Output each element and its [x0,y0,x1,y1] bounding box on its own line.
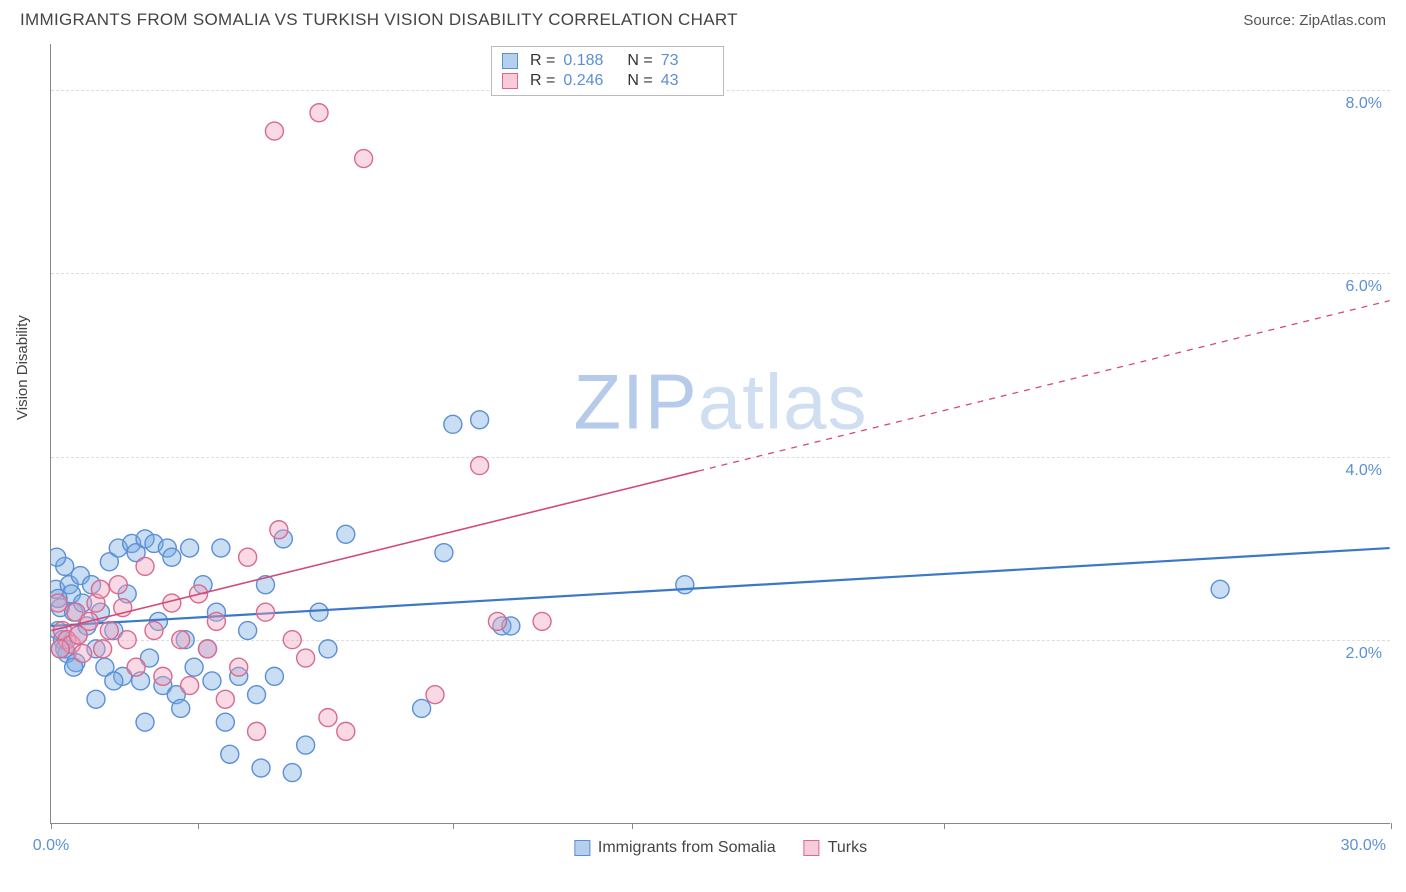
data-point [74,644,92,662]
stats-row-turks: R = 0.246 N = 43 [502,71,713,91]
data-point [230,658,248,676]
n-value: 43 [661,72,713,90]
data-point [91,580,109,598]
swatch-blue-icon [574,840,590,856]
x-tick-label: 30.0% [1341,837,1386,855]
data-point [297,649,315,667]
data-point [172,631,190,649]
data-point [136,557,154,575]
chart-source: Source: ZipAtlas.com [1243,12,1386,29]
data-point [181,677,199,695]
data-point [118,631,136,649]
data-point [337,722,355,740]
source-name: ZipAtlas.com [1299,12,1386,29]
data-point [310,104,328,122]
data-point [471,457,489,475]
r-label: R = [530,72,555,90]
data-point [426,686,444,704]
scatter-svg [51,44,1390,823]
data-point [319,640,337,658]
data-point [216,690,234,708]
data-point [105,672,123,690]
data-point [444,415,462,433]
data-point [172,699,190,717]
chart-plot-area: ZIPatlas R = 0.188 N = 73 R = 0.246 N = … [50,44,1390,824]
data-point [283,764,301,782]
data-point [270,521,288,539]
data-point [1211,580,1229,598]
data-point [256,603,274,621]
data-point [488,612,506,630]
chart-header: IMMIGRANTS FROM SOMALIA VS TURKISH VISIO… [0,0,1406,35]
data-point [69,626,87,644]
data-point [435,544,453,562]
x-tick-label: 0.0% [33,837,69,855]
data-point [100,622,118,640]
data-point [212,539,230,557]
data-point [87,690,105,708]
swatch-pink-icon [804,840,820,856]
n-label: N = [627,52,652,70]
r-value: 0.246 [563,72,615,90]
data-point [94,640,112,658]
data-point [163,548,181,566]
y-axis-label: Vision Disability [14,315,31,420]
data-point [181,539,199,557]
data-point [145,622,163,640]
data-point [239,622,257,640]
x-tick [198,823,199,829]
data-point [337,525,355,543]
legend-label: Immigrants from Somalia [598,839,776,857]
data-point [136,713,154,731]
data-point [297,736,315,754]
data-point [203,672,221,690]
data-point [185,658,203,676]
data-point [310,603,328,621]
data-point [533,612,551,630]
data-point [127,658,145,676]
bottom-legend: Immigrants from Somalia Turks [574,839,867,857]
n-value: 73 [661,52,713,70]
data-point [248,722,266,740]
source-prefix: Source: [1243,12,1299,29]
data-point [676,576,694,594]
data-point [248,686,266,704]
x-tick [453,823,454,829]
r-label: R = [530,52,555,70]
r-value: 0.188 [563,52,615,70]
data-point [319,709,337,727]
data-point [265,667,283,685]
data-point [265,122,283,140]
data-point [154,667,172,685]
x-tick [1391,823,1392,829]
legend-label: Turks [828,839,867,857]
x-tick [944,823,945,829]
data-point [471,411,489,429]
data-point [207,612,225,630]
swatch-pink-icon [502,73,518,89]
data-point [252,759,270,777]
legend-item-turks: Turks [804,839,867,857]
data-point [239,548,257,566]
data-point [413,699,431,717]
n-label: N = [627,72,652,90]
correlation-stats-box: R = 0.188 N = 73 R = 0.246 N = 43 [491,46,724,96]
trend-line-dashed [698,301,1389,471]
data-point [283,631,301,649]
data-point [355,150,373,168]
data-point [51,548,66,566]
x-tick [51,823,52,829]
data-point [109,576,127,594]
stats-row-somalia: R = 0.188 N = 73 [502,51,713,71]
data-point [51,640,69,658]
data-point [51,594,67,612]
x-tick [632,823,633,829]
data-point [221,745,239,763]
swatch-blue-icon [502,53,518,69]
data-point [216,713,234,731]
data-point [199,640,217,658]
legend-item-somalia: Immigrants from Somalia [574,839,776,857]
chart-title: IMMIGRANTS FROM SOMALIA VS TURKISH VISIO… [20,10,738,30]
